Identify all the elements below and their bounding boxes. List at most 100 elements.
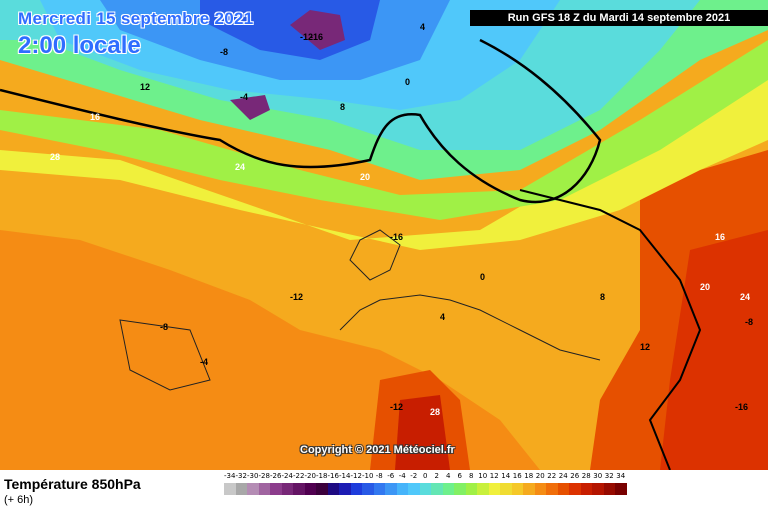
isotherm-label: 12 bbox=[140, 82, 150, 92]
isotherm-label: -4 bbox=[200, 357, 208, 367]
legend-tick: 28 bbox=[581, 472, 591, 480]
isotherm-label: 4 bbox=[440, 312, 445, 322]
legend-swatch bbox=[235, 483, 247, 495]
legend-tick: 12 bbox=[489, 472, 499, 480]
legend-tick: 26 bbox=[570, 472, 580, 480]
legend-tick: 14 bbox=[501, 472, 511, 480]
legend-tick: -6 bbox=[387, 472, 395, 480]
legend-swatch bbox=[592, 483, 604, 495]
copyright-text: Copyright © 2021 Météociel.fr bbox=[300, 444, 455, 456]
legend-tick: -24 bbox=[281, 472, 293, 480]
legend-tick: -30 bbox=[247, 472, 259, 480]
legend-tick: -34 bbox=[224, 472, 236, 480]
isotherm-label: -8 bbox=[160, 322, 168, 332]
legend-tick: -8 bbox=[375, 472, 383, 480]
legend-tick: -4 bbox=[398, 472, 406, 480]
legend-swatch bbox=[465, 483, 477, 495]
isotherm-label: 4 bbox=[420, 22, 425, 32]
legend-swatch bbox=[546, 483, 558, 495]
legend-tick: 0 bbox=[423, 472, 428, 480]
legend-swatch bbox=[442, 483, 454, 495]
legend-swatch bbox=[454, 483, 466, 495]
isotherm-label: -12 bbox=[290, 292, 303, 302]
legend-swatch bbox=[316, 483, 328, 495]
legend-tick: -18 bbox=[316, 472, 328, 480]
legend-tick: -32 bbox=[235, 472, 247, 480]
isotherm-label: 8 bbox=[340, 102, 345, 112]
legend-swatch bbox=[258, 483, 270, 495]
legend-swatch bbox=[419, 483, 431, 495]
legend-swatch bbox=[477, 483, 489, 495]
legend-tick: -2 bbox=[410, 472, 418, 480]
map-title: Température 850hPa bbox=[4, 476, 141, 492]
legend-tick: 20 bbox=[535, 472, 545, 480]
isotherm-label: -8 bbox=[745, 317, 753, 327]
isotherm-label: 8 bbox=[600, 292, 605, 302]
legend-swatch bbox=[511, 483, 523, 495]
legend-swatch bbox=[603, 483, 615, 495]
legend-swatch bbox=[408, 483, 420, 495]
isotherm-label: -16 bbox=[310, 32, 323, 42]
legend-tick: 30 bbox=[593, 472, 603, 480]
isotherm-label: -8 bbox=[220, 47, 228, 57]
legend-tick: -20 bbox=[304, 472, 316, 480]
isotherm-label: 20 bbox=[360, 172, 370, 182]
legend-swatch bbox=[373, 483, 385, 495]
legend-swatch bbox=[247, 483, 259, 495]
legend-swatch bbox=[523, 483, 535, 495]
legend-tick: -16 bbox=[327, 472, 339, 480]
legend-swatch bbox=[362, 483, 374, 495]
legend-swatch bbox=[385, 483, 397, 495]
legend-swatch bbox=[270, 483, 282, 495]
legend-tick: 4 bbox=[446, 472, 451, 480]
legend-swatch bbox=[396, 483, 408, 495]
legend-tick: 8 bbox=[469, 472, 474, 480]
legend-swatch bbox=[350, 483, 362, 495]
legend-tick: 22 bbox=[547, 472, 557, 480]
legend-swatch bbox=[534, 483, 546, 495]
legend-tick: -10 bbox=[362, 472, 374, 480]
isotherm-label: -12 bbox=[390, 402, 403, 412]
legend-tick: 16 bbox=[512, 472, 522, 480]
forecast-offset: (+ 6h) bbox=[4, 494, 34, 506]
legend-swatch bbox=[293, 483, 305, 495]
legend-swatch bbox=[557, 483, 569, 495]
isotherm-label: -16 bbox=[390, 232, 403, 242]
legend-tick: 2 bbox=[434, 472, 439, 480]
isotherm-label: 24 bbox=[740, 292, 750, 302]
legend-swatch bbox=[304, 483, 316, 495]
legend-swatch bbox=[569, 483, 581, 495]
isotherm-label: -12 bbox=[300, 32, 313, 42]
legend-tick: -12 bbox=[350, 472, 362, 480]
forecast-date: Mercredi 15 septembre 2021 bbox=[18, 9, 254, 28]
legend-tick: -14 bbox=[339, 472, 351, 480]
isotherm-label: 28 bbox=[430, 407, 440, 417]
isotherm-label: 16 bbox=[90, 112, 100, 122]
forecast-time: 2:00 locale bbox=[18, 32, 141, 59]
isotherm-label: -4 bbox=[240, 92, 248, 102]
legend-swatch bbox=[488, 483, 500, 495]
legend-swatch bbox=[500, 483, 512, 495]
legend-swatch bbox=[580, 483, 592, 495]
isotherm-label: 28 bbox=[50, 152, 60, 162]
legend-swatch bbox=[615, 483, 627, 495]
isotherm-label: 0 bbox=[480, 272, 485, 282]
legend-swatch bbox=[327, 483, 339, 495]
isotherm-label: 12 bbox=[640, 342, 650, 352]
legend-tick: 18 bbox=[524, 472, 534, 480]
isotherm-label: 0 bbox=[405, 77, 410, 87]
legend-tick: 24 bbox=[558, 472, 568, 480]
color-legend: -34 -32 -30 -28 -26 -24 -22 -20 -18 -16 -14 -12 -10-… bbox=[224, 472, 627, 495]
legend-tick: -22 bbox=[293, 472, 305, 480]
isotherm-label: -16 bbox=[735, 402, 748, 412]
legend-swatch bbox=[431, 483, 443, 495]
isotherm-label: 20 bbox=[700, 282, 710, 292]
legend-swatch bbox=[224, 483, 236, 495]
temperature-map: -12-16-8-40481216202428-12-16-8-40481216… bbox=[0, 0, 768, 470]
isotherm-label: 24 bbox=[235, 162, 245, 172]
legend-swatch bbox=[339, 483, 351, 495]
legend-swatch bbox=[281, 483, 293, 495]
legend-tick: 34 bbox=[616, 472, 626, 480]
legend-tick: -28 bbox=[258, 472, 270, 480]
legend-tick: 10 bbox=[478, 472, 488, 480]
